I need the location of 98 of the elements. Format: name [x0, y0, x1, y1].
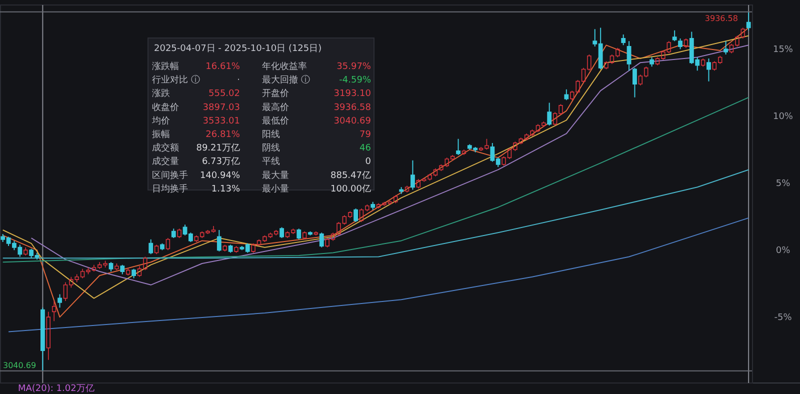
- candlestick: [700, 58, 706, 67]
- annotation: ·: [237, 76, 240, 86]
- candlestick: [114, 263, 119, 271]
- y-tick-label: 15%: [772, 45, 794, 56]
- annotation: 16.61%: [206, 62, 240, 72]
- line-series: [2, 96, 750, 263]
- candlestick: [120, 264, 125, 275]
- annotation: 0: [365, 157, 372, 168]
- y-tick-label: 10%: [772, 112, 794, 122]
- candlestick: [724, 40, 728, 56]
- candlestick: [706, 58, 711, 82]
- annotation: 140.94%: [200, 170, 240, 181]
- y-tick-label: 0%: [776, 246, 791, 256]
- candlestick: [399, 186, 404, 194]
- candlestick: [46, 311, 50, 360]
- candlestick: [234, 246, 238, 254]
- candlestick: [621, 34, 626, 46]
- text: MA(20): 1.02万亿: [18, 383, 94, 394]
- candlestick: [650, 56, 654, 68]
- annotation: -4.59%: [339, 76, 372, 86]
- annotation: 区间换手: [152, 170, 188, 181]
- annotation: 最小量: [262, 183, 289, 194]
- annotation: 涨跌幅: [152, 61, 179, 72]
- annotation: 6.73万亿: [202, 156, 240, 168]
- annotation: 振幅: [152, 129, 170, 140]
- candlestick: [404, 185, 410, 193]
- annotation: 3040.69: [334, 116, 372, 126]
- annotation: 最低价: [262, 115, 289, 126]
- annotation: 3897.03: [202, 102, 240, 113]
- annotation: 最大回撤 ⓘ: [262, 74, 310, 86]
- candlestick: [228, 244, 233, 254]
- annotation: 79: [360, 130, 372, 140]
- candlestick: [296, 228, 302, 240]
- annotation: 1.13%: [211, 184, 240, 194]
- annotation: 555.02: [208, 89, 240, 100]
- annotation: 行业对比 ⓘ: [152, 74, 200, 86]
- candlestick: [678, 38, 682, 50]
- candlestick: [154, 244, 159, 254]
- annotation: 3533.01: [202, 116, 240, 126]
- candlestick: [166, 238, 170, 250]
- annotation: 3193.10: [334, 89, 372, 100]
- annotation: 最高价: [262, 102, 289, 113]
- candlestick: [319, 232, 324, 248]
- candlestick: [564, 88, 569, 101]
- annotation: 26.81%: [206, 130, 240, 140]
- candlestick: [222, 244, 227, 252]
- candlestick: [216, 229, 222, 252]
- candlestick: [410, 160, 415, 190]
- candlestick: [684, 38, 688, 48]
- annotation: 885.47亿: [330, 170, 371, 181]
- candlestick: [177, 228, 182, 238]
- annotation: 3936.58: [334, 102, 372, 113]
- candlestick: [58, 294, 62, 308]
- text: 2025-04-07日 - 2025-10-10日 (125日): [154, 44, 322, 54]
- candlestick: [456, 138, 460, 156]
- y-tick-label: 5%: [776, 179, 791, 190]
- candlestick: [126, 267, 130, 276]
- annotation: 阴线: [262, 142, 280, 154]
- candlestick: [547, 102, 552, 126]
- candlestick: [302, 230, 307, 240]
- annotation: 成交额: [152, 142, 179, 154]
- candlestick: [632, 67, 637, 98]
- annotation: 35.97%: [336, 62, 372, 72]
- candlestick: [132, 268, 136, 279]
- candlestick: [160, 242, 164, 251]
- annotation: 涨跌: [152, 88, 170, 100]
- annotation: 最大量: [262, 170, 289, 181]
- annotation: 89.21万亿: [196, 142, 240, 154]
- candlestick: [308, 230, 312, 236]
- candlestick: [24, 247, 28, 256]
- candlestick: [462, 149, 466, 156]
- annotation: 均价: [151, 115, 170, 126]
- candlestick: [672, 30, 677, 42]
- annotation: 100.00亿: [330, 183, 371, 194]
- candlestick: [746, 11, 751, 31]
- annotation: 年化收益率: [262, 61, 307, 72]
- candlestick: [171, 228, 176, 239]
- annotation: 3040.69: [3, 360, 36, 370]
- annotation: 3936.58: [704, 14, 738, 23]
- candlestick: [626, 40, 632, 72]
- candlestick: [370, 201, 376, 210]
- annotation: 日均换手: [152, 183, 188, 194]
- candlestick: [314, 230, 318, 236]
- y-tick-label: -5%: [774, 313, 792, 324]
- candlestick: [52, 300, 56, 322]
- candlestick: [280, 226, 284, 239]
- candlestick: [108, 262, 114, 272]
- candlestick: [148, 238, 154, 255]
- annotation: 阳线: [262, 129, 280, 140]
- annotation: 平线: [262, 156, 280, 168]
- annotation: 46: [360, 144, 372, 154]
- annotation: 开盘价: [262, 88, 289, 100]
- candlestick: [354, 208, 358, 222]
- annotation: 成交量: [152, 156, 179, 168]
- candlestick: [40, 307, 45, 372]
- annotation: 收盘价: [152, 102, 179, 113]
- line-series: [8, 217, 750, 332]
- line-series: [2, 169, 750, 259]
